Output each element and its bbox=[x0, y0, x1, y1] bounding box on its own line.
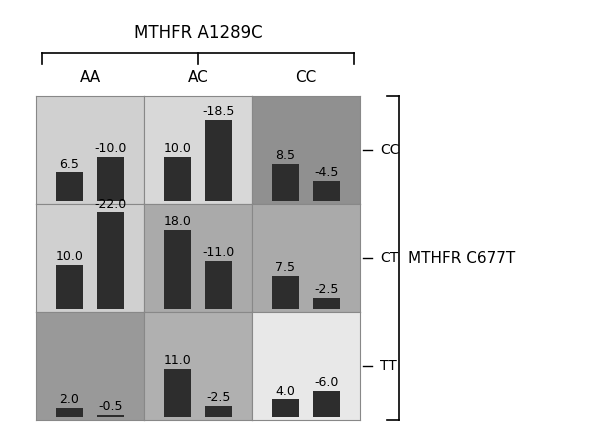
Bar bbox=[313, 298, 340, 309]
Text: CC: CC bbox=[295, 71, 317, 85]
Text: 18.0: 18.0 bbox=[163, 215, 191, 228]
Bar bbox=[97, 415, 124, 417]
Text: 8.5: 8.5 bbox=[275, 149, 295, 162]
Text: -6.0: -6.0 bbox=[314, 376, 339, 389]
Bar bbox=[97, 157, 124, 201]
Text: -0.5: -0.5 bbox=[98, 400, 123, 413]
Bar bbox=[205, 406, 232, 417]
Bar bbox=[272, 163, 299, 201]
Text: -18.5: -18.5 bbox=[202, 105, 235, 118]
Text: CC: CC bbox=[380, 143, 400, 157]
Text: 4.0: 4.0 bbox=[275, 385, 295, 398]
Bar bbox=[164, 369, 191, 417]
Text: -2.5: -2.5 bbox=[206, 391, 231, 404]
Text: 7.5: 7.5 bbox=[275, 261, 295, 274]
Bar bbox=[272, 276, 299, 309]
Bar bbox=[56, 172, 83, 201]
Text: 6.5: 6.5 bbox=[59, 158, 79, 170]
Bar bbox=[164, 157, 191, 201]
Bar bbox=[313, 181, 340, 201]
Text: CT: CT bbox=[380, 251, 398, 265]
Text: 10.0: 10.0 bbox=[55, 250, 83, 263]
Text: -11.0: -11.0 bbox=[202, 246, 235, 259]
Bar bbox=[56, 265, 83, 309]
Text: 10.0: 10.0 bbox=[163, 142, 191, 155]
Text: -2.5: -2.5 bbox=[314, 283, 339, 296]
Text: -22.0: -22.0 bbox=[94, 198, 127, 211]
Text: 11.0: 11.0 bbox=[164, 354, 191, 367]
Bar bbox=[97, 212, 124, 309]
Text: MTHFR A1289C: MTHFR A1289C bbox=[134, 24, 262, 42]
Bar bbox=[272, 399, 299, 417]
Bar bbox=[205, 120, 232, 201]
Text: TT: TT bbox=[380, 360, 397, 374]
Text: -4.5: -4.5 bbox=[314, 166, 339, 180]
Text: -10.0: -10.0 bbox=[94, 142, 127, 155]
Bar bbox=[313, 391, 340, 417]
Text: 2.0: 2.0 bbox=[59, 393, 79, 406]
Text: AA: AA bbox=[79, 71, 101, 85]
Text: MTHFR C677T: MTHFR C677T bbox=[408, 251, 515, 266]
Text: AC: AC bbox=[188, 71, 208, 85]
Bar bbox=[56, 408, 83, 417]
Bar bbox=[205, 261, 232, 309]
Bar bbox=[164, 230, 191, 309]
